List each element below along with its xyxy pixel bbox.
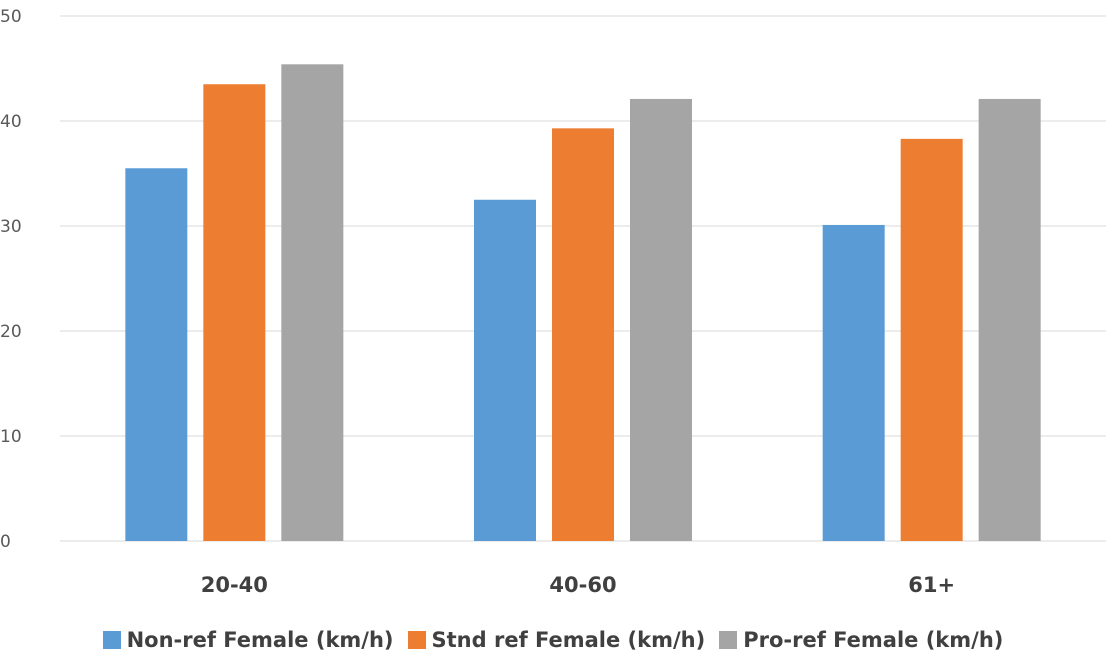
bar-20-40-series-1 — [125, 168, 188, 541]
legend-swatch — [102, 631, 121, 649]
legend-swatch — [407, 631, 426, 649]
x-category-label: 20-40 — [201, 573, 268, 597]
legend: Non-ref Female (km/h) Stnd ref Female (km… — [0, 622, 1106, 658]
y-tick-label: 0 — [0, 532, 11, 552]
y-tick-label: 20 — [0, 322, 22, 342]
bar-61+-series-3 — [978, 98, 1041, 541]
legend-item: Non-ref Female (km/h) — [102, 628, 394, 652]
bar-61+-series-2 — [900, 138, 963, 541]
legend-swatch — [719, 631, 738, 649]
legend-item: Stnd ref Female (km/h) — [407, 628, 706, 652]
bar-40-60-series-3 — [630, 98, 692, 541]
legend-item: Pro-ref Female (km/h) — [719, 628, 1003, 652]
bar-20-40-series-2 — [203, 84, 266, 541]
bar-20-40-series-3 — [281, 64, 344, 542]
y-tick-label: 40 — [0, 112, 22, 132]
x-category-label: 61+ — [908, 573, 955, 597]
legend-label: Pro-ref Female (km/h) — [743, 628, 1004, 652]
x-category-label: 40-60 — [549, 573, 616, 597]
y-tick-label: 50 — [0, 7, 22, 27]
bar-40-60-series-1 — [474, 199, 536, 541]
bar-40-60-series-2 — [552, 128, 614, 541]
bar-61+-series-1 — [822, 224, 885, 541]
y-tick-label: 30 — [0, 217, 22, 237]
legend-label: Non-ref Female (km/h) — [126, 628, 394, 652]
plot-area: 0 10 20 30 40 50 20-40 40-60 61+ — [0, 7, 1106, 597]
y-tick-label: 10 — [0, 427, 22, 447]
legend-label: Stnd ref Female (km/h) — [431, 628, 706, 652]
